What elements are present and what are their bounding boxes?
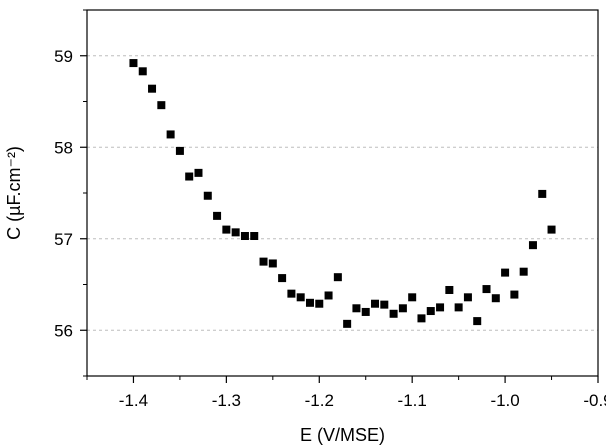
data-point xyxy=(528,241,537,250)
x-tick-label: -0.9 xyxy=(583,391,606,410)
data-point xyxy=(510,290,519,299)
y-axis-label: C (µF.cm⁻²) xyxy=(4,146,24,240)
data-point xyxy=(305,298,314,307)
data-point xyxy=(491,294,500,303)
data-point xyxy=(166,130,175,139)
data-point xyxy=(352,304,361,313)
data-point xyxy=(547,225,556,234)
data-point xyxy=(222,225,231,234)
data-point xyxy=(426,307,435,316)
plot-frame xyxy=(86,9,599,377)
data-point xyxy=(380,300,389,309)
data-point xyxy=(408,293,417,302)
x-tick-label: -1.3 xyxy=(212,391,241,410)
data-point xyxy=(250,232,259,241)
x-axis: -1.4 -1.3 -1.2 -1.1 -1.0 -0.9 xyxy=(86,376,606,410)
data-point xyxy=(203,191,212,200)
data-point xyxy=(333,273,342,282)
y-tick-label: 57 xyxy=(54,230,73,249)
data-points xyxy=(129,59,556,328)
data-point xyxy=(538,189,547,198)
data-point xyxy=(519,267,528,276)
data-point xyxy=(315,299,324,308)
data-point xyxy=(185,172,194,181)
data-point xyxy=(278,274,287,283)
data-point xyxy=(287,289,296,298)
data-point xyxy=(157,101,166,110)
x-axis-label: E (V/MSE) xyxy=(300,425,385,445)
x-tick-label: -1.2 xyxy=(305,391,334,410)
data-point xyxy=(398,304,407,313)
data-point xyxy=(324,291,333,300)
data-point xyxy=(436,303,445,312)
gridlines xyxy=(87,55,598,331)
data-point xyxy=(389,309,398,318)
data-point xyxy=(259,257,268,266)
data-point xyxy=(213,211,222,220)
data-point xyxy=(148,84,157,93)
data-point xyxy=(463,293,472,302)
data-point xyxy=(138,67,147,76)
data-point xyxy=(231,228,240,237)
data-point xyxy=(175,146,184,155)
x-tick-label: -1.1 xyxy=(398,391,427,410)
data-point xyxy=(445,285,454,294)
data-point xyxy=(268,259,277,268)
x-tick-label: -1.4 xyxy=(119,391,148,410)
data-point xyxy=(361,307,370,316)
data-point xyxy=(371,299,380,308)
y-tick-label: 59 xyxy=(54,47,73,66)
y-tick-label: 58 xyxy=(54,138,73,157)
data-point xyxy=(417,314,426,323)
y-axis: 56 57 58 59 xyxy=(54,9,87,377)
y-tick-label: 56 xyxy=(54,321,73,340)
x-tick-label: -1.0 xyxy=(490,391,519,410)
data-point xyxy=(296,293,305,302)
data-point xyxy=(194,168,203,177)
data-point xyxy=(454,303,463,312)
data-point xyxy=(473,317,482,326)
data-point xyxy=(501,268,510,277)
data-point xyxy=(129,59,138,68)
data-point xyxy=(343,319,352,328)
data-point xyxy=(482,285,491,294)
data-point xyxy=(240,232,249,241)
